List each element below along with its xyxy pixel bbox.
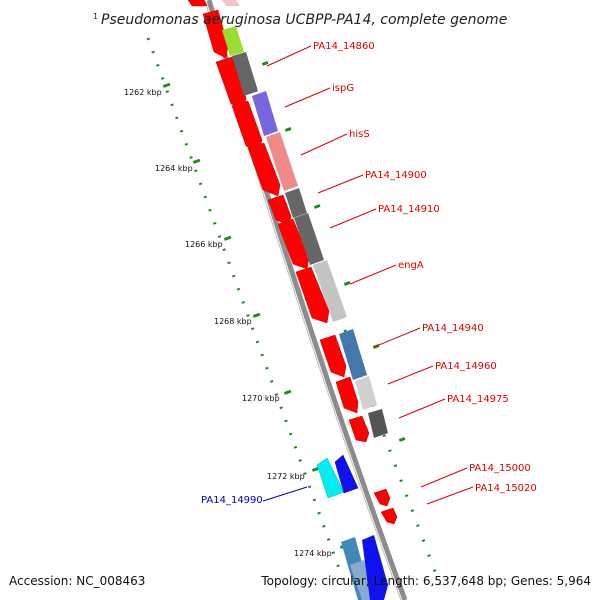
gene-arrow[interactable] (277, 218, 310, 270)
tick-label: 1272 kbp (267, 472, 305, 481)
gene-label-pa14-15000[interactable]: PA14_15000 (469, 463, 531, 474)
accession-text: Accession: NC_008463 (9, 574, 146, 588)
gene-label-pa14-14940[interactable]: PA14_14940 (422, 323, 484, 334)
tick-label: 1266 kbp (185, 240, 223, 249)
gene-arrow[interactable] (319, 334, 347, 378)
gene-label-pa14-14960[interactable]: PA14_14960 (435, 361, 497, 372)
gene-block[interactable] (355, 376, 377, 410)
tick-mark (283, 389, 292, 395)
tick-mark (311, 466, 320, 472)
gene-arrow[interactable] (380, 507, 398, 525)
gene-block[interactable] (285, 188, 307, 218)
tick-guide-lines (146, 29, 442, 586)
tick-label: 1262 kbp (124, 88, 162, 97)
tick-mark (223, 235, 232, 241)
reverse-strand-genes (187, 0, 398, 525)
tick-label: 1274 kbp (294, 549, 332, 558)
cyan-blue-genes (316, 454, 359, 499)
title-superscript: 1 (93, 12, 98, 21)
gene-label-pa14-15020[interactable]: PA14_15020 (475, 483, 537, 494)
tick-label: 1270 kbp (242, 394, 280, 403)
tick-label: 1268 kbp (214, 317, 252, 326)
gene-arrow[interactable] (295, 266, 330, 324)
gene-label-enga[interactable]: engA (398, 260, 424, 271)
forward-strand-genes (222, 0, 388, 600)
map-title: 1 Pseudomonas aeruginosa UCBPP-PA14, com… (93, 12, 507, 28)
gene-arrow[interactable] (334, 454, 359, 494)
tick-mark (162, 82, 171, 88)
gene-arrow[interactable] (247, 142, 281, 197)
gene-block[interactable] (222, 0, 240, 6)
gene-label-hiss[interactable]: hisS (349, 129, 370, 140)
tick-mark (192, 158, 201, 164)
gene-label-pa14-14990[interactable]: PA14_14990 (201, 495, 263, 506)
gene-label-ispg[interactable]: ispG (332, 83, 354, 94)
gene-labels: PA14_14860 ispG hisS PA14_14900 PA14_149… (201, 41, 537, 506)
gene-block[interactable] (368, 409, 388, 438)
gene-label-pa14-14975[interactable]: PA14_14975 (447, 394, 509, 405)
topology-text: Topology: circular; Length: 6,537,648 bp… (261, 574, 591, 588)
gene-block[interactable] (313, 260, 347, 322)
title-text: Pseudomonas aeruginosa UCBPP-PA14, compl… (101, 12, 507, 28)
gene-label-pa14-14860[interactable]: PA14_14860 (313, 41, 375, 52)
gene-label-pa14-14910[interactable]: PA14_14910 (378, 204, 440, 215)
tick-labels: 1262 kbp 1264 kbp 1266 kbp 1268 kbp 1270… (124, 88, 332, 558)
gene-arrow[interactable] (335, 376, 359, 414)
gene-label-pa14-14900[interactable]: PA14_14900 (365, 170, 427, 181)
gene-arrow[interactable] (348, 415, 370, 443)
gene-block[interactable] (266, 132, 298, 191)
gene-arrow[interactable] (362, 535, 388, 600)
tick-mark (252, 312, 261, 318)
gene-block[interactable] (339, 329, 367, 380)
tick-label: 1264 kbp (155, 164, 193, 173)
gene-block[interactable] (232, 52, 258, 96)
gene-block[interactable] (252, 91, 278, 136)
gene-block[interactable] (294, 213, 324, 265)
gene-arrow[interactable] (202, 9, 229, 59)
gene-block[interactable] (222, 26, 244, 56)
gene-arrow[interactable] (187, 0, 208, 7)
gene-arrow[interactable] (373, 488, 391, 507)
leader-lines (262, 45, 474, 505)
